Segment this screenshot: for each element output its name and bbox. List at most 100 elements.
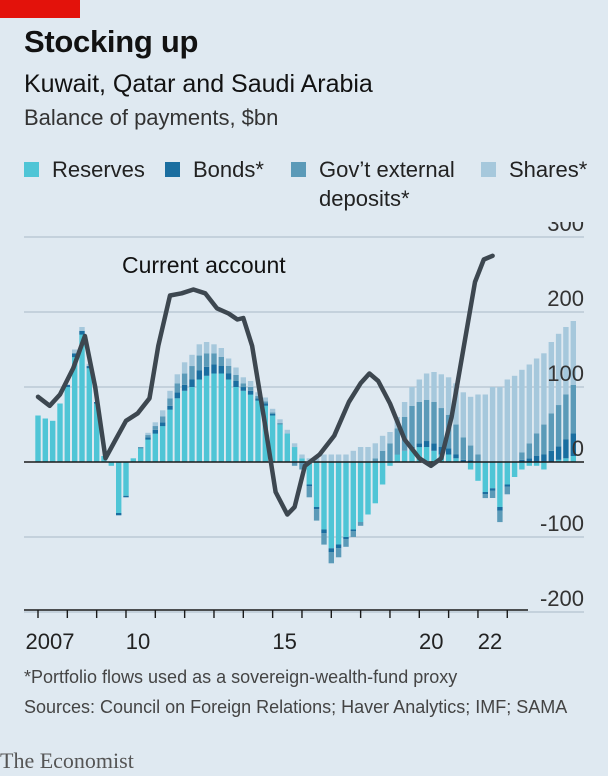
bar-segment [555,459,562,463]
bar-segment [467,462,474,470]
balance-of-payments-chart: 300 200 100 0 -100 -200 2007 10 15 20 22 Current … [24,222,584,654]
bar-segment [343,454,349,462]
bar-segment [262,397,268,402]
bar-segment [138,448,144,462]
bar-segment [548,342,554,414]
bar-segment [255,400,261,462]
legend-label-shares: Shares* [509,157,588,182]
chart-unit-label: Balance of payments, $bn [24,105,279,130]
bar-segment [519,462,525,470]
bar-segment [570,456,576,462]
bar-segment [423,441,430,447]
bar-segment [189,354,195,367]
legend-swatch-gov-deposits [291,162,306,177]
footnote: *Portfolio flows used as a sovereign-wea… [24,667,458,687]
bar-segment [563,394,569,440]
bar-segment [277,423,283,425]
bar-segment [526,443,532,459]
bar-segment [533,433,540,456]
x-tick-label: 15 [272,629,296,654]
bar-segment [548,413,554,451]
bar-segment [482,492,488,495]
bar-segment [152,426,158,430]
bar-segment [116,462,122,513]
bar-segment [350,450,356,463]
y-tick-label: 200 [547,286,584,311]
bar-segment [467,445,474,461]
bar-segment [409,387,415,406]
chart-legend: Reserves Bonds* Gov’t external deposits*… [24,155,608,219]
bar-segment [291,462,298,466]
bar-segment [445,377,452,415]
bar-segment [233,367,239,375]
bar-segment [453,458,459,463]
bar-segment [541,454,547,462]
x-tick-label: 20 [419,629,443,654]
bar-segment [160,416,166,423]
current-account-line-group [35,253,495,517]
y-tick-label: 100 [547,361,584,386]
bar-segment [504,486,510,495]
bar-segment [401,450,408,463]
bar-segment [203,342,210,354]
bar-segment [247,390,254,395]
bar-segment [570,433,576,456]
bar-segment [379,435,386,451]
bar-segment [174,398,180,463]
bar-segment [189,387,195,462]
bar-segment [174,392,180,399]
bar-segment [328,552,334,564]
bar-segment [211,364,217,374]
bar-segment [225,373,232,380]
bar-segment [343,537,349,540]
bar-segment [42,418,48,462]
bar-segment [72,349,78,354]
bar-segment [431,372,437,402]
bar-segment [555,333,562,406]
bar-segment [94,403,100,462]
bar-segment [335,544,342,549]
bar-segment [240,387,246,391]
bar-segment [291,447,298,462]
bar-segment [225,379,232,462]
bar-segment [145,439,151,462]
bar-segment [519,459,525,463]
bar-segment [313,462,320,507]
bar-segment [233,375,239,381]
bar-segment [79,330,85,335]
bar-segment [313,507,320,510]
chart-bars [35,321,576,564]
bar-segment [350,531,356,537]
x-tick-label: 2007 [26,629,75,654]
bar-segment [284,429,290,434]
bar-segment [167,409,173,462]
bar-segment [181,362,188,374]
legend-item-reserves: Reserves [24,155,145,184]
bar-segment [497,387,503,462]
bar-segment [328,462,334,549]
bar-segment [467,396,474,446]
bar-segment [475,462,481,481]
bar-segment [453,424,459,455]
sources-note: Sources: Council on Foreign Relations; H… [24,697,568,717]
bar-segment [423,399,430,442]
bar-segment [299,462,305,470]
bar-segment [526,364,532,444]
bar-segment [343,539,349,547]
bar-segment [262,401,268,404]
chart-subtitle: Kuwait, Qatar and Saudi Arabia [24,70,373,98]
bar-segment [225,358,232,366]
legend-label-reserves: Reserves [52,157,145,182]
bar-segment [321,533,327,545]
legend-item-shares: Shares* [481,155,587,184]
bar-segment [401,402,408,417]
bar-segment [321,454,327,462]
bar-segment [50,420,56,463]
bar-segment [79,334,85,462]
bar-segment [72,353,78,358]
bar-segment [196,370,202,380]
bar-segment [357,522,364,526]
bar-segment [526,458,532,463]
bar-segment [189,366,195,380]
bar-segment [145,435,151,438]
